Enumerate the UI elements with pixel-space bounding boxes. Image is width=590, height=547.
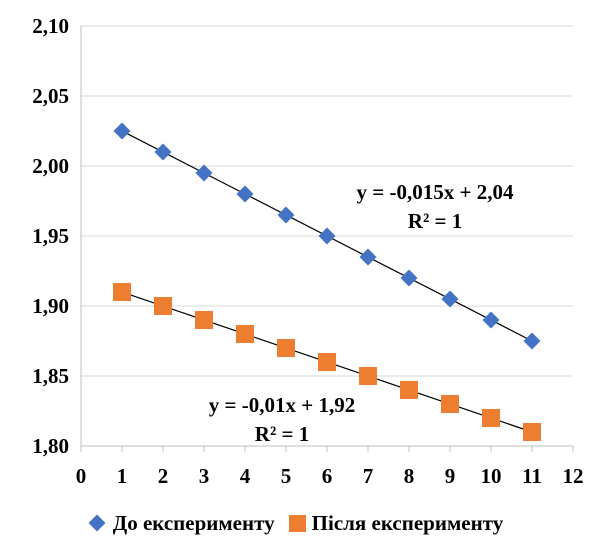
data-point-before <box>318 227 336 245</box>
data-point-after <box>277 339 295 357</box>
axes <box>80 26 574 452</box>
y-tick-label: 2,00 <box>32 154 69 178</box>
data-point-after <box>441 395 459 413</box>
data-point-after <box>195 311 213 329</box>
x-tick-label: 5 <box>281 464 292 488</box>
data-point-after <box>318 353 336 371</box>
y-tick-label: 1,95 <box>32 224 69 248</box>
series-1-r2: R² = 1 <box>408 209 462 233</box>
x-tick-label: 0 <box>76 464 87 488</box>
square-marker-icon <box>288 514 306 532</box>
x-tick-label: 3 <box>199 464 210 488</box>
series-2-equation: y = -0,01x + 1,92 <box>209 393 355 417</box>
data-point-before <box>277 206 295 224</box>
data-point-before <box>400 269 418 287</box>
x-tick-label: 6 <box>322 464 333 488</box>
x-axis-tick-labels: 0 1 2 3 4 5 6 7 8 9 10 11 12 <box>76 464 584 488</box>
x-tick-label: 4 <box>240 464 251 488</box>
data-point-before <box>482 311 500 329</box>
legend-label-after: Після експерименту <box>311 510 504 535</box>
x-tick-label: 8 <box>404 464 415 488</box>
data-points <box>113 122 541 441</box>
data-point-before <box>195 164 213 182</box>
data-point-after <box>154 297 172 315</box>
data-point-after <box>482 409 500 427</box>
data-point-after <box>113 283 131 301</box>
trendline-labels: y = -0,015x + 2,04 R² = 1 y = -0,01x + 1… <box>209 180 514 446</box>
y-axis-tick-labels: 1,80 1,85 1,90 1,95 2,00 2,05 2,10 <box>32 14 69 458</box>
x-tick-label: 10 <box>481 464 502 488</box>
data-point-before <box>154 143 172 161</box>
series-2-r2: R² = 1 <box>255 422 309 446</box>
data-point-before <box>113 122 131 140</box>
data-point-after <box>523 423 541 441</box>
data-point-before <box>523 332 541 350</box>
y-tick-label: 1,80 <box>32 434 69 458</box>
data-point-after <box>359 367 377 385</box>
diamond-marker-icon <box>88 514 106 532</box>
data-point-after <box>236 325 254 343</box>
y-tick-label: 2,05 <box>32 84 69 108</box>
data-point-before <box>359 248 377 266</box>
y-tick-label: 1,85 <box>32 364 69 388</box>
data-point-after <box>400 381 418 399</box>
series-1-equation: y = -0,015x + 2,04 <box>357 180 514 204</box>
x-tick-label: 11 <box>522 464 542 488</box>
y-tick-label: 1,90 <box>32 294 69 318</box>
x-tick-label: 9 <box>445 464 456 488</box>
legend: До експерименту Після експерименту <box>0 503 590 543</box>
x-tick-label: 2 <box>158 464 169 488</box>
data-point-before <box>236 185 254 203</box>
x-tick-label: 7 <box>363 464 374 488</box>
legend-label-before: До експерименту <box>112 510 275 535</box>
legend-item-after: Після експерименту <box>288 510 504 536</box>
x-tick-label: 12 <box>563 464 584 488</box>
trendlines <box>121 130 533 433</box>
x-tick-label: 1 <box>117 464 128 488</box>
data-point-before <box>441 290 459 308</box>
y-tick-label: 2,10 <box>32 14 69 38</box>
legend-item-before: До експерименту <box>87 511 275 536</box>
